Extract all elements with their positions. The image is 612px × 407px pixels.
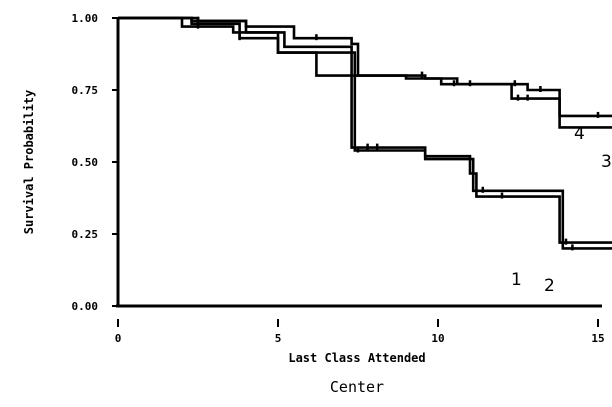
x-tick-label: 5 — [275, 332, 282, 345]
x-tick-label: 10 — [431, 332, 444, 345]
series-label-2: 2 — [544, 276, 555, 296]
y-tick-label: 0.00 — [72, 300, 99, 313]
survival-curve-4 — [118, 16, 612, 129]
step-line-4 — [118, 16, 612, 129]
y-tick-label: 0.75 — [72, 84, 99, 97]
survival-curves — [118, 16, 612, 251]
x-axis-label: Last Class Attended — [288, 351, 425, 365]
survival-curve-3 — [118, 16, 612, 118]
y-axis-label: Survival Probability — [22, 90, 36, 235]
step-line-1 — [118, 16, 612, 250]
y-tick-label: 0.50 — [72, 156, 99, 169]
x-tick-label: 0 — [115, 332, 122, 345]
x-axis-ticks: 0 5 10 15 — [115, 319, 605, 345]
series-label-3: 3 — [601, 152, 612, 172]
x-tick-label: 15 — [591, 332, 604, 345]
series-label-1: 1 — [511, 270, 522, 290]
chart-caption: Center — [330, 378, 384, 396]
series-label-4: 4 — [574, 124, 585, 144]
y-tick-label: 1.00 — [72, 12, 99, 25]
step-line-3 — [118, 16, 612, 118]
y-axis-ticks: 0.00 0.25 0.50 0.75 1.00 — [72, 12, 118, 313]
y-tick-label: 0.25 — [72, 228, 99, 241]
